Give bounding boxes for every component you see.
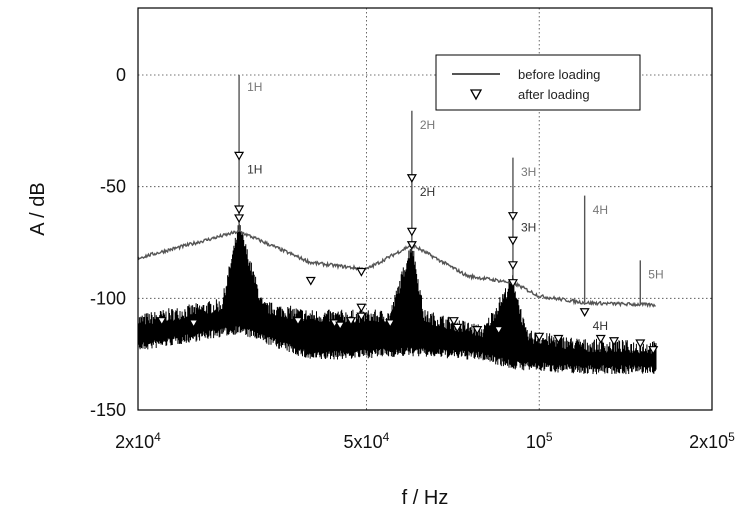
after-loading-band (137, 224, 657, 375)
y-tick-label: -150 (90, 400, 126, 420)
after-loading-markers (156, 151, 659, 355)
x-axis-title: f / Hz (402, 487, 449, 509)
y-tick-label: -50 (100, 177, 126, 197)
after-loading-marker (507, 212, 518, 221)
after-loading-marker (507, 261, 518, 271)
after-loading-marker (507, 279, 518, 288)
x-tick-label: 105 (526, 430, 553, 452)
x-tick-label: 2x105 (689, 430, 735, 452)
peak-labels: 1H 2H 3H 4H 5H 1H 2H 3H 4H (247, 80, 664, 333)
after-loading-marker (452, 323, 463, 333)
peak-label: 3H (521, 165, 536, 179)
legend-marker-sample (469, 89, 483, 101)
after-loading-marker (648, 346, 659, 355)
after-loading-marker (448, 317, 459, 326)
after-loading-marker (356, 267, 367, 277)
after-loading-marker (356, 303, 367, 313)
y-tick-label: 0 (116, 65, 126, 85)
after-loading-marker (472, 326, 483, 335)
after-loading-marker (385, 319, 396, 329)
after-loading-marker (234, 214, 245, 224)
legend-label-before: before loading (518, 67, 600, 82)
peak-label: 1H (247, 80, 262, 94)
peak-label: 1H (247, 163, 262, 177)
after-loading-marker (507, 236, 518, 246)
y-axis-title: A / dB (27, 182, 49, 235)
traces (137, 75, 657, 375)
after-loading-marker (553, 334, 564, 344)
legend-box (435, 54, 641, 111)
y-tick-label: -100 (90, 288, 126, 308)
after-loading-marker (406, 227, 417, 237)
grid-lines (138, 8, 712, 410)
tick-labels: 0 -50 -100 -150 2x104 5x104 105 2x105 (90, 65, 735, 452)
plot-frame (137, 7, 713, 411)
after-loading-marker (579, 308, 590, 317)
after-loading-marker (356, 312, 367, 322)
peak-label: 5H (648, 268, 663, 282)
after-loading-marker (188, 319, 199, 329)
peak-label: 2H (420, 118, 435, 132)
before-loading-line (137, 229, 656, 308)
after-loading-marker (292, 317, 304, 326)
after-loading-marker (234, 151, 245, 161)
after-loading-marker (234, 205, 245, 215)
peak-label: 2H (420, 185, 435, 199)
after-loading-marker (305, 276, 316, 286)
after-loading-marker (156, 317, 167, 326)
legend: before loading after loading (435, 54, 641, 111)
after-loading-marker (534, 332, 545, 342)
after-loading-marker (406, 174, 417, 183)
after-loading-marker (608, 337, 620, 346)
peak-label: 4H (593, 319, 608, 333)
after-loading-marker (345, 317, 357, 326)
after-loading-marker (335, 321, 346, 331)
peak-label: 3H (521, 221, 536, 235)
after-loading-marker (406, 241, 417, 250)
peak-label: 4H (593, 203, 608, 217)
x-tick-label: 2x104 (115, 430, 161, 452)
legend-label-after: after loading (518, 87, 590, 102)
after-loading-marker (635, 339, 646, 349)
after-loading-marker (493, 326, 504, 335)
after-loading-marker (595, 334, 606, 344)
x-tick-label: 5x104 (344, 430, 390, 452)
